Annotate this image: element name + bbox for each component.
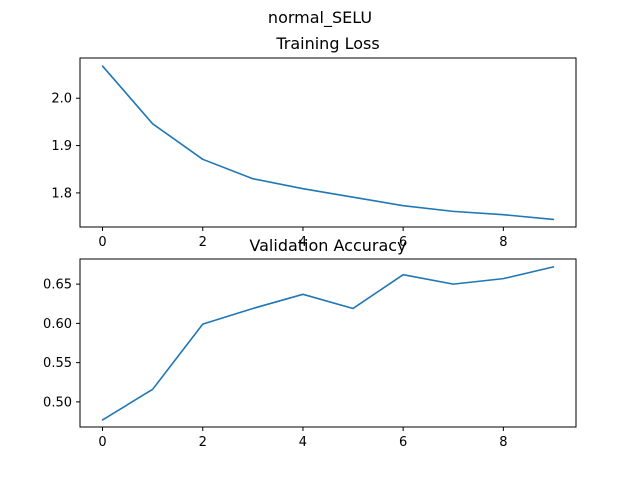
validation-accuracy-panel: Validation Accuracy 0 2 4 6 8 0.50 0.55 0.60 0.6… (43, 236, 577, 450)
validation-accuracy-ytick-label-0: 0.50 (43, 395, 72, 410)
training-loss-xtick-label-0: 0 (98, 235, 106, 250)
figure-suptitle: normal_SELU (268, 8, 372, 28)
validation-accuracy-marks: 0 2 4 6 8 0.50 0.55 0.60 0.65 (43, 266, 555, 450)
validation-accuracy-ytick-label-3: 0.65 (43, 278, 72, 293)
training-loss-series-line-0 (101, 65, 555, 221)
validation-accuracy-ytick-label-1: 0.55 (43, 356, 72, 371)
training-loss-ytick-label-1: 1.9 (51, 139, 72, 154)
validation-accuracy-axes-frame (79, 258, 577, 428)
validation-accuracy-xtick-label-4: 8 (499, 435, 507, 450)
training-loss-ytick-label-0: 1.8 (51, 186, 72, 201)
validation-accuracy-xtick-label-3: 6 (399, 435, 407, 450)
validation-accuracy-series-line-0 (101, 266, 555, 421)
training-loss-title: Training Loss (275, 34, 379, 53)
training-loss-ytick-label-2: 2.0 (51, 92, 72, 107)
training-loss-axes-frame (79, 57, 577, 228)
validation-accuracy-xtick-label-2: 4 (299, 435, 307, 450)
training-loss-marks: 0 2 4 6 8 1.8 1.9 2.0 (51, 65, 555, 250)
validation-accuracy-ytick-label-2: 0.60 (43, 317, 72, 332)
validation-accuracy-title: Validation Accuracy (249, 236, 406, 255)
training-loss-xtick-label-2: 4 (299, 235, 307, 250)
training-loss-xtick-label-1: 2 (199, 235, 207, 250)
validation-accuracy-xtick-label-0: 0 (98, 435, 106, 450)
training-loss-xtick-label-3: 6 (399, 235, 407, 250)
training-loss-xtick-label-4: 8 (499, 235, 507, 250)
training-loss-panel: Training Loss 0 2 4 6 8 1.8 1.9 2.0 (51, 34, 577, 250)
validation-accuracy-xtick-label-1: 2 (199, 435, 207, 450)
